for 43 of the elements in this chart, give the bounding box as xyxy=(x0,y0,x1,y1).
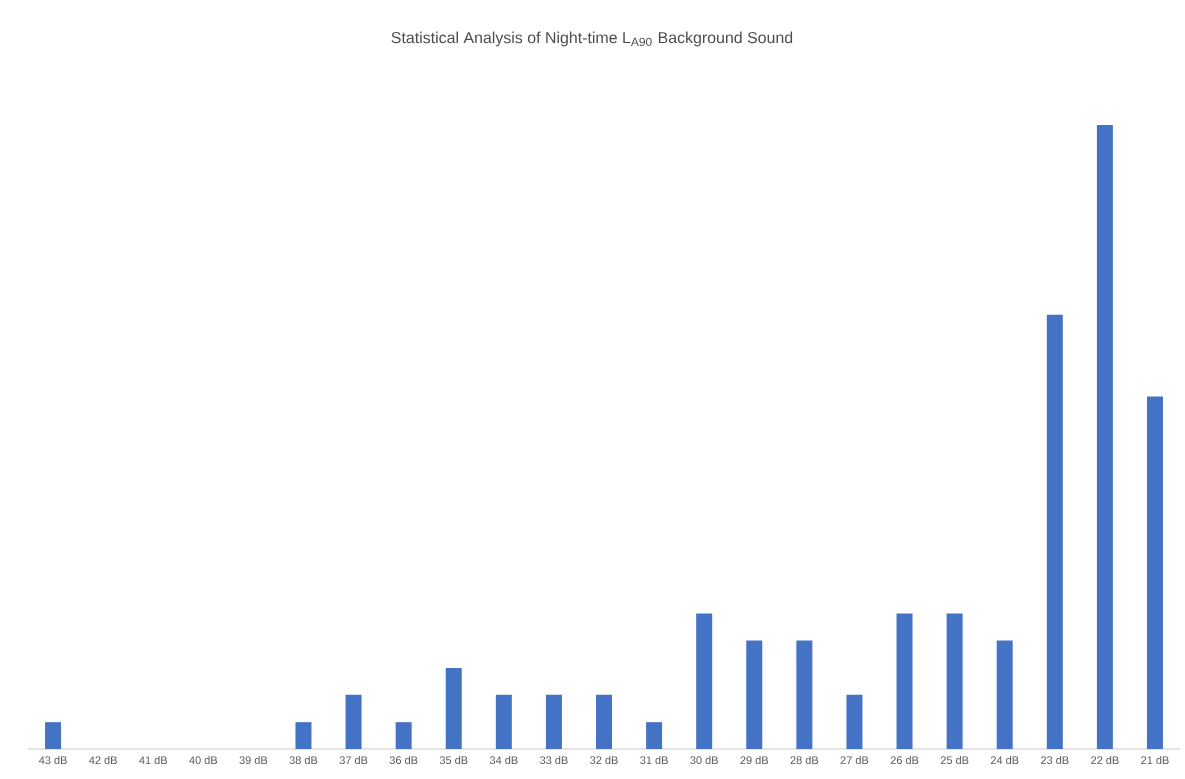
x-tick-label: 21 dB xyxy=(1141,756,1169,765)
bar xyxy=(545,694,562,749)
x-tick-label: 30 dB xyxy=(690,756,718,765)
x-tick-label: 24 dB xyxy=(990,756,1019,765)
x-tick-label: 23 dB xyxy=(1041,756,1069,765)
x-tick-label: 42 dB xyxy=(89,756,117,765)
x-tick-label: 27 dB xyxy=(840,756,869,765)
x-tick-label: 22 dB xyxy=(1091,756,1119,765)
x-tick-label: 34 dB xyxy=(489,756,518,765)
x-tick-label: 39 dB xyxy=(239,756,268,765)
bar xyxy=(45,722,62,749)
x-tick-label: 43 dB xyxy=(38,756,67,765)
bar xyxy=(1146,396,1163,749)
bar xyxy=(1096,124,1113,749)
bar xyxy=(946,613,963,749)
bar xyxy=(495,694,512,749)
x-tick-label: 29 dB xyxy=(740,756,769,765)
bar xyxy=(295,722,312,749)
x-tick-label: 32 dB xyxy=(590,756,618,765)
bar xyxy=(996,640,1013,749)
x-tick-label: 37 dB xyxy=(339,756,368,765)
bar xyxy=(445,667,462,749)
bar xyxy=(345,694,362,749)
x-tick-label: 25 dB xyxy=(940,756,969,765)
x-tick-label: 40 dB xyxy=(189,756,218,765)
chart-title: Statistical Analysis of Night-time L$_{A90}$ Background Sound xyxy=(391,31,793,47)
x-tick-label: 28 dB xyxy=(790,756,819,765)
bar xyxy=(696,613,713,749)
bar xyxy=(596,694,613,749)
bar xyxy=(846,694,863,749)
bar xyxy=(1046,314,1063,749)
bar xyxy=(646,722,663,749)
x-tick-label: 41 dB xyxy=(139,756,167,765)
x-tick-label: 33 dB xyxy=(540,756,568,765)
bar xyxy=(896,613,913,749)
bar xyxy=(746,640,763,749)
x-tick-label: 26 dB xyxy=(890,756,919,765)
x-tick-label: 35 dB xyxy=(439,756,468,765)
bar xyxy=(395,722,412,749)
x-tick-label: 38 dB xyxy=(289,756,318,765)
x-tick-label: 36 dB xyxy=(389,756,418,765)
bar xyxy=(796,640,813,749)
x-tick-label: 31 dB xyxy=(640,756,668,765)
